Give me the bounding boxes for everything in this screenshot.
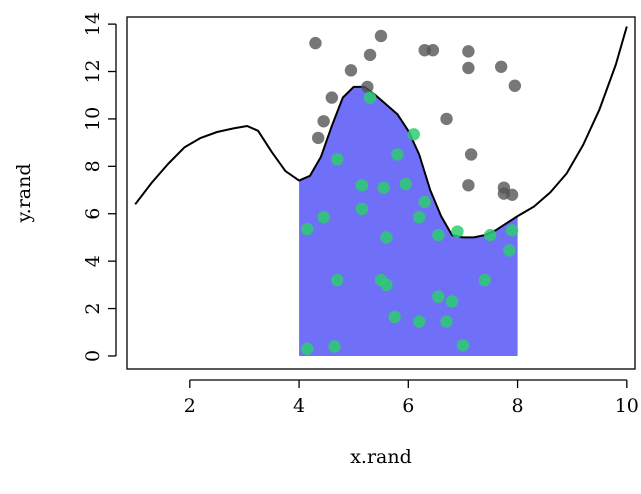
data-point-inside xyxy=(505,224,519,237)
data-point-inside xyxy=(355,202,369,216)
y-tick-label: 0 xyxy=(82,350,104,362)
data-point-outside xyxy=(325,91,339,104)
x-tick-label: 10 xyxy=(615,395,639,417)
data-point-outside xyxy=(374,29,388,43)
data-point-inside xyxy=(377,181,390,194)
data-point-inside xyxy=(399,177,412,191)
data-point-outside xyxy=(494,60,508,73)
data-point-outside xyxy=(508,79,522,92)
data-point-outside xyxy=(317,115,330,128)
data-point-outside xyxy=(426,43,440,57)
data-point-outside xyxy=(440,112,453,126)
data-point-inside xyxy=(418,195,431,209)
data-point-inside xyxy=(317,211,330,224)
data-point-inside xyxy=(355,179,369,192)
x-axis: 2 4 6 8 10 xyxy=(184,379,639,417)
data-point-inside xyxy=(432,228,445,242)
y-tick-label: 12 xyxy=(82,59,104,83)
data-point-inside xyxy=(478,273,491,287)
data-point-inside xyxy=(451,225,464,238)
curve-line xyxy=(134,26,628,239)
shaded-area xyxy=(299,86,518,357)
x-axis-label: x.rand xyxy=(350,446,412,468)
data-point-outside xyxy=(311,131,325,145)
data-point-inside xyxy=(484,228,497,242)
plot-frame xyxy=(126,16,636,370)
data-point-inside xyxy=(391,148,404,161)
data-point-inside xyxy=(380,231,393,244)
curve-layer xyxy=(134,26,628,239)
data-point-outside xyxy=(344,64,358,77)
data-point-outside xyxy=(361,80,374,94)
data-point-inside xyxy=(388,310,401,324)
data-point-inside xyxy=(503,244,516,257)
data-point-inside xyxy=(407,128,420,141)
data-point-outside xyxy=(462,179,475,192)
y-tick-label: 2 xyxy=(82,303,104,315)
data-point-inside xyxy=(331,273,344,287)
points-layer xyxy=(301,29,522,356)
y-tick-label: 6 xyxy=(82,208,104,220)
shaded-region-layer xyxy=(299,86,518,357)
data-point-inside xyxy=(328,340,341,353)
data-point-inside xyxy=(440,315,453,328)
data-point-inside xyxy=(413,211,426,224)
x-tick-label: 8 xyxy=(512,395,524,417)
y-tick-label: 14 xyxy=(82,12,104,36)
x-tick-label: 4 xyxy=(293,395,305,417)
y-axis: 0 2 4 6 8 10 12 14 xyxy=(82,12,117,362)
data-point-outside xyxy=(505,188,519,201)
data-point-inside xyxy=(413,315,426,328)
y-tick-label: 8 xyxy=(82,160,104,172)
x-tick-label: 2 xyxy=(184,395,196,417)
data-point-outside xyxy=(464,148,478,161)
x-tick-label: 6 xyxy=(402,395,414,417)
data-point-inside xyxy=(363,91,377,104)
data-point-inside xyxy=(432,290,445,303)
data-point-inside xyxy=(301,342,314,356)
data-point-inside xyxy=(331,153,344,166)
data-point-outside xyxy=(462,45,475,58)
data-point-inside xyxy=(445,295,459,308)
y-axis-label: y.rand xyxy=(13,163,35,223)
data-point-outside xyxy=(462,61,475,75)
y-tick-label: 4 xyxy=(82,255,104,267)
data-point-inside xyxy=(380,278,393,292)
data-point-outside xyxy=(363,48,377,62)
data-point-inside xyxy=(301,222,314,236)
y-tick-label: 10 xyxy=(82,107,104,131)
data-point-inside xyxy=(456,339,470,352)
data-point-outside xyxy=(309,36,322,50)
